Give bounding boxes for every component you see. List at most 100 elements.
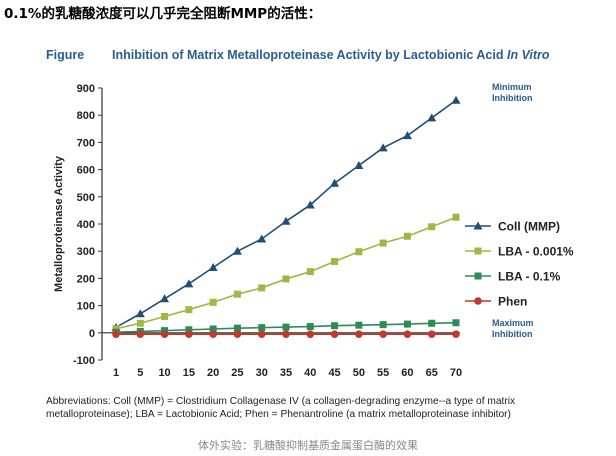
y-tick-label: 300 xyxy=(77,246,95,258)
data-point xyxy=(451,95,461,104)
data-point xyxy=(330,178,340,187)
data-point xyxy=(161,312,169,320)
data-point xyxy=(160,330,169,338)
x-tick-label: 50 xyxy=(353,367,365,379)
y-tick-label: 100 xyxy=(77,301,95,313)
data-point xyxy=(209,330,217,338)
data-point xyxy=(257,234,267,243)
y-tick-label: 600 xyxy=(77,165,95,177)
legend-entry: LBA - 0.1% xyxy=(498,270,561,284)
data-point xyxy=(185,306,193,314)
x-tick-label: 10 xyxy=(158,367,170,379)
y-tick-label: 900 xyxy=(77,83,95,95)
legend-entry: Phen xyxy=(498,295,527,309)
y-tick-label: 700 xyxy=(77,137,95,149)
page-heading: 0.1%的乳糖酸浓度可以几乎完全阻断MMP的活性： xyxy=(4,6,322,22)
legend-entry: LBA - 0.001% xyxy=(498,245,574,259)
data-point xyxy=(403,320,411,328)
annotation-maximum-inhibition: Maximum xyxy=(492,318,534,328)
y-tick-label: 400 xyxy=(77,219,95,231)
data-point xyxy=(282,275,290,283)
x-tick-label: 45 xyxy=(328,367,340,379)
data-point xyxy=(379,321,387,329)
chart-title-main: Inhibition of Matrix Metalloproteinase A… xyxy=(112,48,504,62)
figure-caption: 体外实验：乳糖酸抑制基质金属蛋白酶的效果 xyxy=(198,439,418,452)
y-tick-label: -100 xyxy=(73,355,95,367)
data-point xyxy=(233,330,242,338)
data-point xyxy=(136,319,144,327)
annotation-minimum-inhibition: Minimum xyxy=(492,82,532,92)
data-point xyxy=(452,319,460,327)
data-point xyxy=(160,294,170,303)
legend-entry: Coll (MMP) xyxy=(498,220,560,234)
data-point xyxy=(282,323,290,331)
data-point xyxy=(258,284,266,292)
data-point xyxy=(281,216,291,225)
x-tick-label: 1 xyxy=(113,367,119,379)
data-point xyxy=(306,323,314,331)
figure-panel: Figure Inhibition of Matrix Metalloprote… xyxy=(40,38,600,430)
data-point xyxy=(428,319,436,327)
data-point xyxy=(306,330,315,338)
y-tick-label: 800 xyxy=(77,110,95,122)
x-tick-label: 60 xyxy=(401,367,413,379)
data-point xyxy=(355,248,363,256)
data-point xyxy=(402,131,412,140)
figure-label: Figure xyxy=(46,48,85,62)
x-tick-label: 40 xyxy=(304,367,316,379)
data-point xyxy=(136,330,145,338)
data-point xyxy=(185,326,193,334)
annotation-maximum-inhibition: Inhibition xyxy=(492,329,533,339)
data-point xyxy=(135,309,145,318)
data-point xyxy=(403,330,412,338)
data-point xyxy=(233,324,241,332)
data-point xyxy=(331,322,339,330)
data-point xyxy=(305,200,315,209)
data-point xyxy=(258,324,266,332)
data-point xyxy=(232,246,242,255)
data-point xyxy=(331,258,339,266)
data-point xyxy=(379,239,387,247)
data-point xyxy=(452,330,460,338)
data-point xyxy=(112,325,120,333)
data-point xyxy=(378,143,388,152)
data-point xyxy=(208,263,218,272)
data-point xyxy=(428,223,436,231)
data-point xyxy=(354,161,364,170)
y-tick-label: 500 xyxy=(77,192,95,204)
data-point xyxy=(330,330,339,338)
chart-title: Inhibition of Matrix Metalloproteinase A… xyxy=(112,48,550,62)
data-point xyxy=(355,330,363,338)
data-point xyxy=(209,298,217,306)
y-tick-label: 200 xyxy=(77,273,95,285)
x-tick-label: 55 xyxy=(377,367,389,379)
data-point xyxy=(185,330,193,338)
legend-marker xyxy=(474,272,482,280)
x-tick-label: 65 xyxy=(426,367,438,379)
x-tick-label: 20 xyxy=(207,367,219,379)
chart-title-italic: In Vitro xyxy=(506,48,550,62)
x-tick-label: 25 xyxy=(231,367,243,379)
data-point xyxy=(257,330,266,338)
data-point xyxy=(427,330,436,338)
data-point xyxy=(233,290,241,298)
data-point xyxy=(209,325,217,333)
y-tick-label: 0 xyxy=(89,328,95,340)
x-tick-label: 70 xyxy=(450,367,462,379)
x-tick-label: 5 xyxy=(137,367,143,379)
legend-marker xyxy=(473,221,483,230)
x-tick-label: 35 xyxy=(280,367,292,379)
data-point xyxy=(306,268,314,276)
data-point xyxy=(112,330,120,338)
data-point xyxy=(452,213,460,221)
abbreviations-note: Abbreviations: Coll (MMP) = Clostridium … xyxy=(46,396,516,420)
legend-marker xyxy=(474,297,482,305)
data-point xyxy=(379,330,387,338)
y-axis-label: Metalloproteinase Activity xyxy=(53,155,65,292)
data-point xyxy=(427,113,437,122)
annotation-minimum-inhibition: Inhibition xyxy=(492,93,533,103)
legend-marker xyxy=(474,247,482,255)
x-tick-label: 15 xyxy=(183,367,195,379)
x-tick-label: 30 xyxy=(256,367,268,379)
